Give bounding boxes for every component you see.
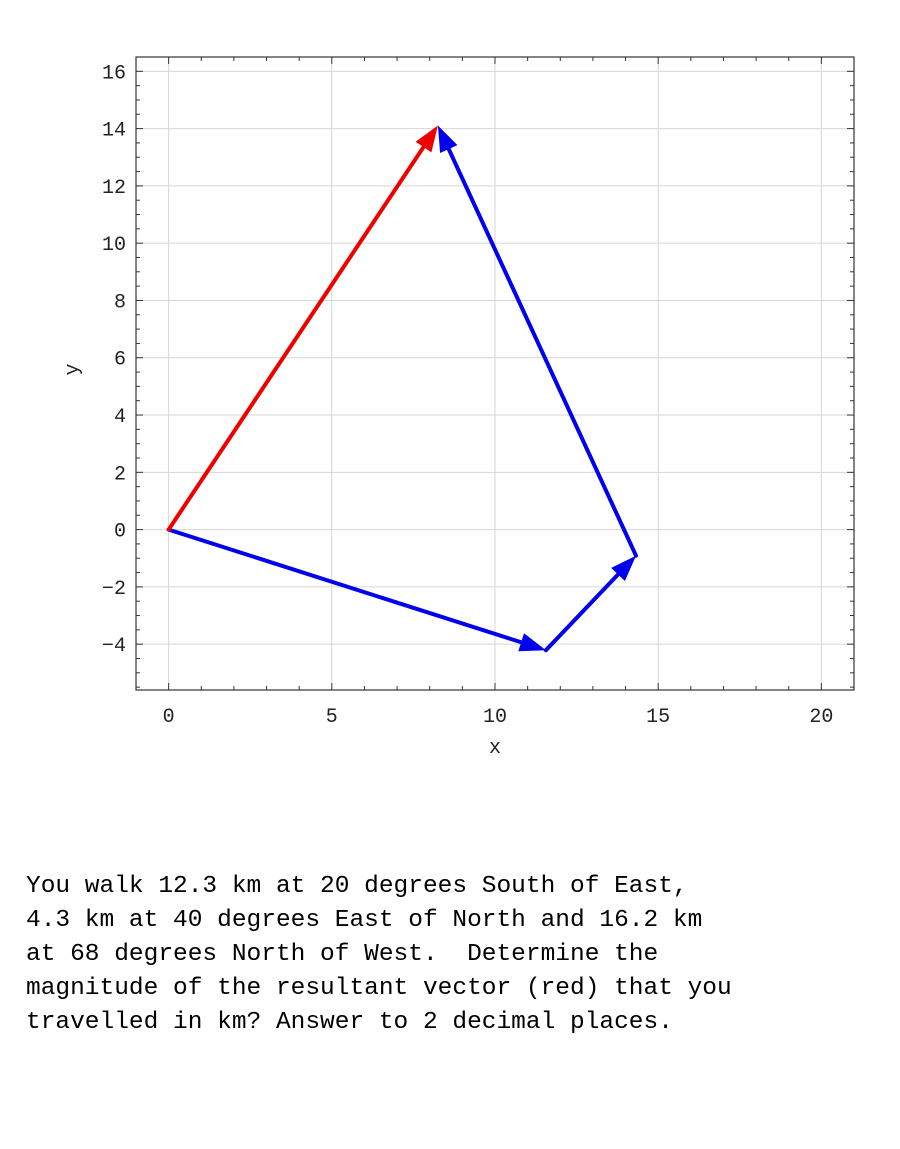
x-tick-label: 0 (163, 706, 175, 729)
y-tick-label: 10 (102, 234, 126, 257)
question-text: You walk 12.3 km at 20 degrees South of … (26, 870, 886, 1040)
x-tick-label: 15 (646, 706, 670, 729)
tick-labels: 0 5 10 15 20 −4 −2 0 2 4 6 8 10 12 14 16 (102, 62, 833, 729)
question-line: 4.3 km at 40 degrees East of North and 1… (26, 907, 703, 934)
y-tick-label: 8 (114, 291, 126, 314)
question-line: magnitude of the resultant vector (red) … (26, 975, 732, 1002)
component-vector-1 (166, 527, 546, 652)
vector-arrowhead (415, 125, 438, 153)
vector-arrowhead (518, 633, 546, 652)
y-axis-label: y (62, 363, 85, 375)
x-tick-label: 20 (809, 706, 833, 729)
vector-shaft (543, 571, 622, 653)
x-axis-label: x (489, 737, 501, 760)
vector-arrowhead (437, 125, 458, 153)
question-line: You walk 12.3 km at 20 degrees South of … (26, 873, 688, 900)
component-vector-3 (437, 125, 638, 558)
x-tick-label: 5 (326, 706, 338, 729)
y-tick-label: 12 (102, 177, 126, 200)
y-tick-label: 4 (114, 406, 126, 429)
y-tick-label: 14 (102, 120, 126, 143)
y-tick-label: −2 (102, 578, 126, 601)
component-vector-2 (543, 555, 636, 653)
vector-shaft (445, 145, 638, 558)
y-tick-label: 2 (114, 463, 126, 486)
question-line: at 68 degrees North of West. Determine t… (26, 941, 659, 968)
y-tick-label: 16 (102, 62, 126, 85)
axis-ticks (135, 56, 855, 690)
y-tick-label: 6 (114, 349, 126, 372)
grid-lines (136, 57, 854, 690)
y-tick-label: 0 (114, 521, 126, 544)
resultant-vector (166, 125, 438, 532)
y-tick-label: −4 (102, 635, 126, 658)
vectors (166, 125, 638, 653)
plot-frame (135, 56, 855, 691)
x-tick-label: 10 (483, 706, 507, 729)
question-line: travelled in km? Answer to 2 decimal pla… (26, 1009, 673, 1036)
vector-shaft (166, 527, 526, 645)
vector-shaft (166, 143, 427, 532)
vector-plot: 0 5 10 15 20 −4 −2 0 2 4 6 8 10 12 14 16 x y (62, 56, 855, 760)
vector-arrowhead (611, 555, 636, 581)
